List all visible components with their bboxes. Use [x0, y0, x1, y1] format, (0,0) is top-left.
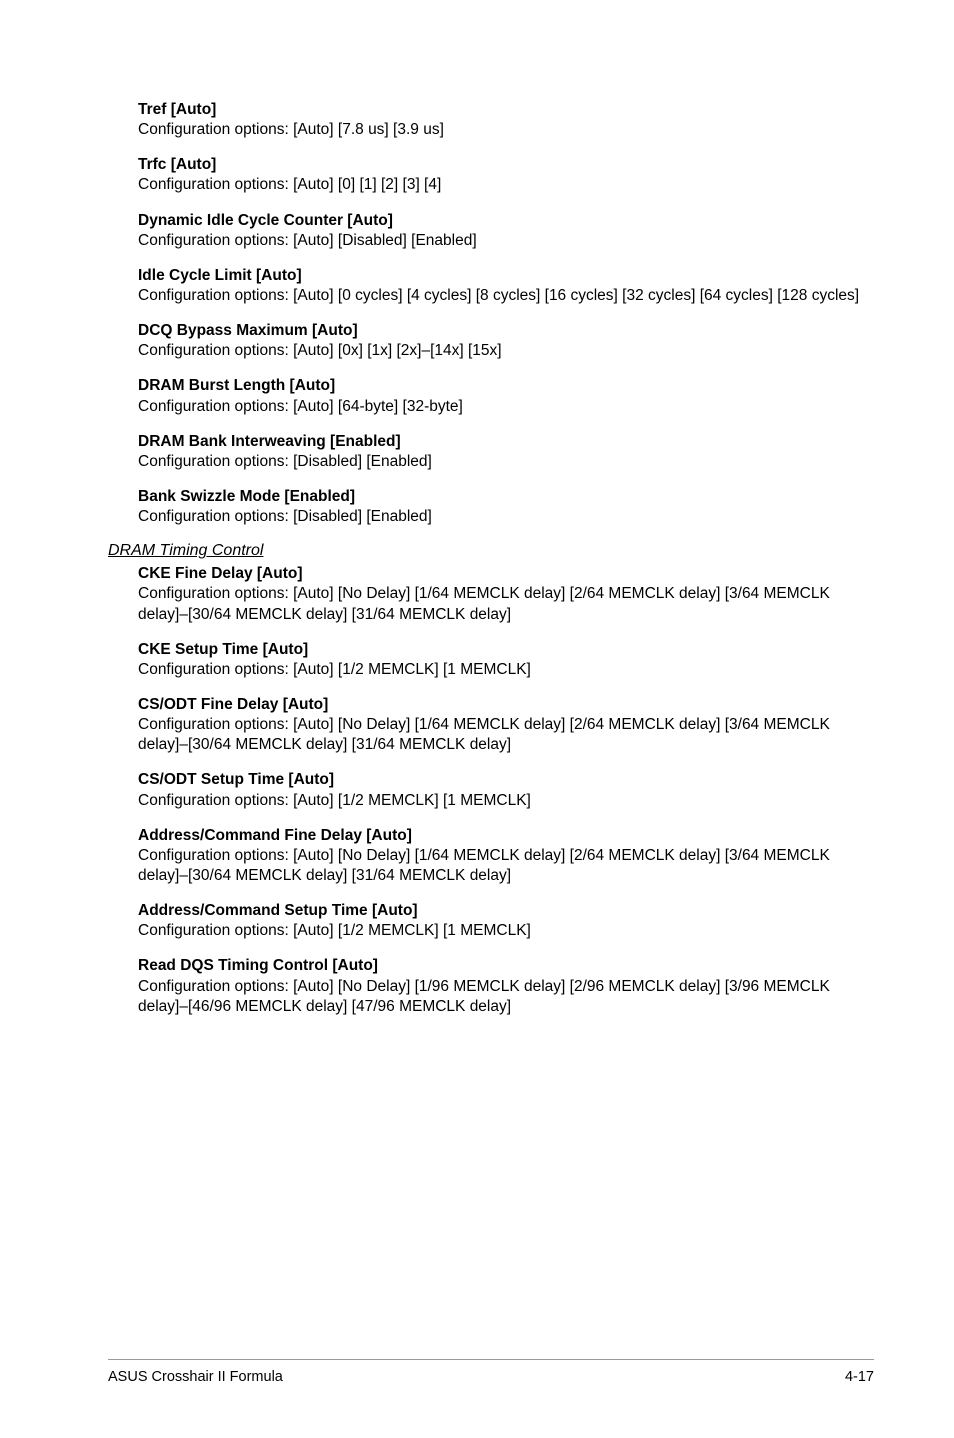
section-body: Configuration options: [Auto] [0x] [1x] … [138, 341, 882, 361]
category-header: DRAM Timing Control [108, 542, 882, 560]
section-body: Configuration options: [Auto] [No Delay]… [138, 584, 882, 624]
section-heading: CS/ODT Setup Time [Auto] [138, 770, 882, 790]
section-body: Configuration options: [Auto] [7.8 us] [… [138, 120, 882, 140]
section-body: Configuration options: [Disabled] [Enabl… [138, 452, 882, 472]
config-section: Address/Command Setup Time [Auto] Config… [138, 901, 882, 941]
config-section: CKE Setup Time [Auto] Configuration opti… [138, 640, 882, 680]
config-section: Idle Cycle Limit [Auto] Configuration op… [138, 266, 882, 306]
section-heading: Dynamic Idle Cycle Counter [Auto] [138, 211, 882, 231]
section-heading: Idle Cycle Limit [Auto] [138, 266, 882, 286]
section-body: Configuration options: [Auto] [1/2 MEMCL… [138, 921, 882, 941]
section-heading: Address/Command Fine Delay [Auto] [138, 826, 882, 846]
config-section: Dynamic Idle Cycle Counter [Auto] Config… [138, 211, 882, 251]
config-section: Address/Command Fine Delay [Auto] Config… [138, 826, 882, 886]
section-body: Configuration options: [Auto] [1/2 MEMCL… [138, 791, 882, 811]
section-body: Configuration options: [Auto] [1/2 MEMCL… [138, 660, 882, 680]
section-heading: Address/Command Setup Time [Auto] [138, 901, 882, 921]
config-section: Read DQS Timing Control [Auto] Configura… [138, 956, 882, 1016]
section-heading: CKE Fine Delay [Auto] [138, 564, 882, 584]
section-body: Configuration options: [Auto] [No Delay]… [138, 715, 882, 755]
section-heading: DCQ Bypass Maximum [Auto] [138, 321, 882, 341]
section-body: Configuration options: [Disabled] [Enabl… [138, 507, 882, 527]
footer-left: ASUS Crosshair II Formula [108, 1369, 283, 1385]
config-section: Trfc [Auto] Configuration options: [Auto… [138, 155, 882, 195]
section-body: Configuration options: [Auto] [Disabled]… [138, 231, 882, 251]
section-heading: DRAM Burst Length [Auto] [138, 376, 882, 396]
config-section: Bank Swizzle Mode [Enabled] Configuratio… [138, 487, 882, 527]
section-body: Configuration options: [Auto] [64-byte] … [138, 397, 882, 417]
section-body: Configuration options: [Auto] [No Delay]… [138, 846, 882, 886]
config-section: CS/ODT Fine Delay [Auto] Configuration o… [138, 695, 882, 755]
config-section: Tref [Auto] Configuration options: [Auto… [138, 100, 882, 140]
section-heading: Bank Swizzle Mode [Enabled] [138, 487, 882, 507]
section-heading: Read DQS Timing Control [Auto] [138, 956, 882, 976]
section-heading: DRAM Bank Interweaving [Enabled] [138, 432, 882, 452]
section-heading: CKE Setup Time [Auto] [138, 640, 882, 660]
section-heading: Trfc [Auto] [138, 155, 882, 175]
config-section: DCQ Bypass Maximum [Auto] Configuration … [138, 321, 882, 361]
section-body: Configuration options: [Auto] [0] [1] [2… [138, 175, 882, 195]
config-section: DRAM Bank Interweaving [Enabled] Configu… [138, 432, 882, 472]
section-body: Configuration options: [Auto] [No Delay]… [138, 977, 882, 1017]
footer-right: 4-17 [845, 1369, 874, 1385]
config-section: CS/ODT Setup Time [Auto] Configuration o… [138, 770, 882, 810]
section-body: Configuration options: [Auto] [0 cycles]… [138, 286, 882, 306]
section-heading: CS/ODT Fine Delay [Auto] [138, 695, 882, 715]
config-section: DRAM Burst Length [Auto] Configuration o… [138, 376, 882, 416]
config-section: CKE Fine Delay [Auto] Configuration opti… [138, 564, 882, 624]
page-footer: ASUS Crosshair II Formula 4-17 [108, 1359, 874, 1385]
section-heading: Tref [Auto] [138, 100, 882, 120]
